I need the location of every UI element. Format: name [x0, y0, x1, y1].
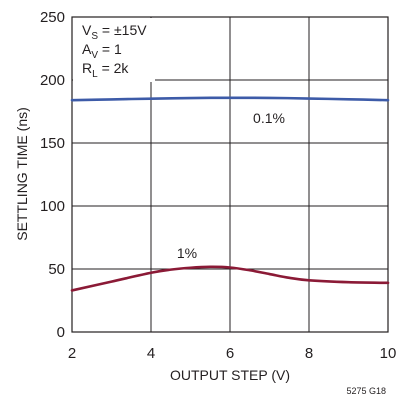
condition-line: AV = 1	[82, 41, 122, 61]
y-axis-label: SETTLING TIME (ns)	[14, 107, 30, 241]
x-axis-label: OUTPUT STEP (V)	[170, 367, 290, 383]
series-labels: 0.1% 1%	[177, 110, 285, 261]
series-line-1-percent	[70, 265, 390, 292]
y-tick-labels: 0 50 100 150 200 250	[40, 9, 65, 341]
condition-line: VS = ±15V	[82, 22, 147, 42]
series-label: 0.1%	[253, 110, 285, 126]
y-tick-label: 50	[48, 261, 65, 278]
y-tick-label: 200	[40, 72, 65, 89]
x-tick-label: 8	[305, 345, 313, 362]
condition-line: RL = 2k	[82, 60, 129, 80]
x-tick-label: 6	[226, 345, 234, 362]
x-tick-label: 2	[68, 345, 76, 362]
series-label: 1%	[177, 245, 197, 261]
y-tick-label: 0	[57, 324, 65, 341]
y-tick-label: 150	[40, 135, 65, 152]
y-tick-label: 250	[40, 9, 65, 26]
conditions-box	[73, 18, 155, 82]
y-tick-label: 100	[40, 198, 65, 215]
x-tick-label: 10	[380, 345, 397, 362]
x-tick-label: 4	[147, 345, 155, 362]
figure-code: 5275 G18	[346, 386, 386, 396]
x-tick-labels: 2 4 6 8 10	[68, 345, 397, 362]
series-line-point1-percent	[70, 96, 390, 102]
series-lines	[70, 96, 390, 292]
